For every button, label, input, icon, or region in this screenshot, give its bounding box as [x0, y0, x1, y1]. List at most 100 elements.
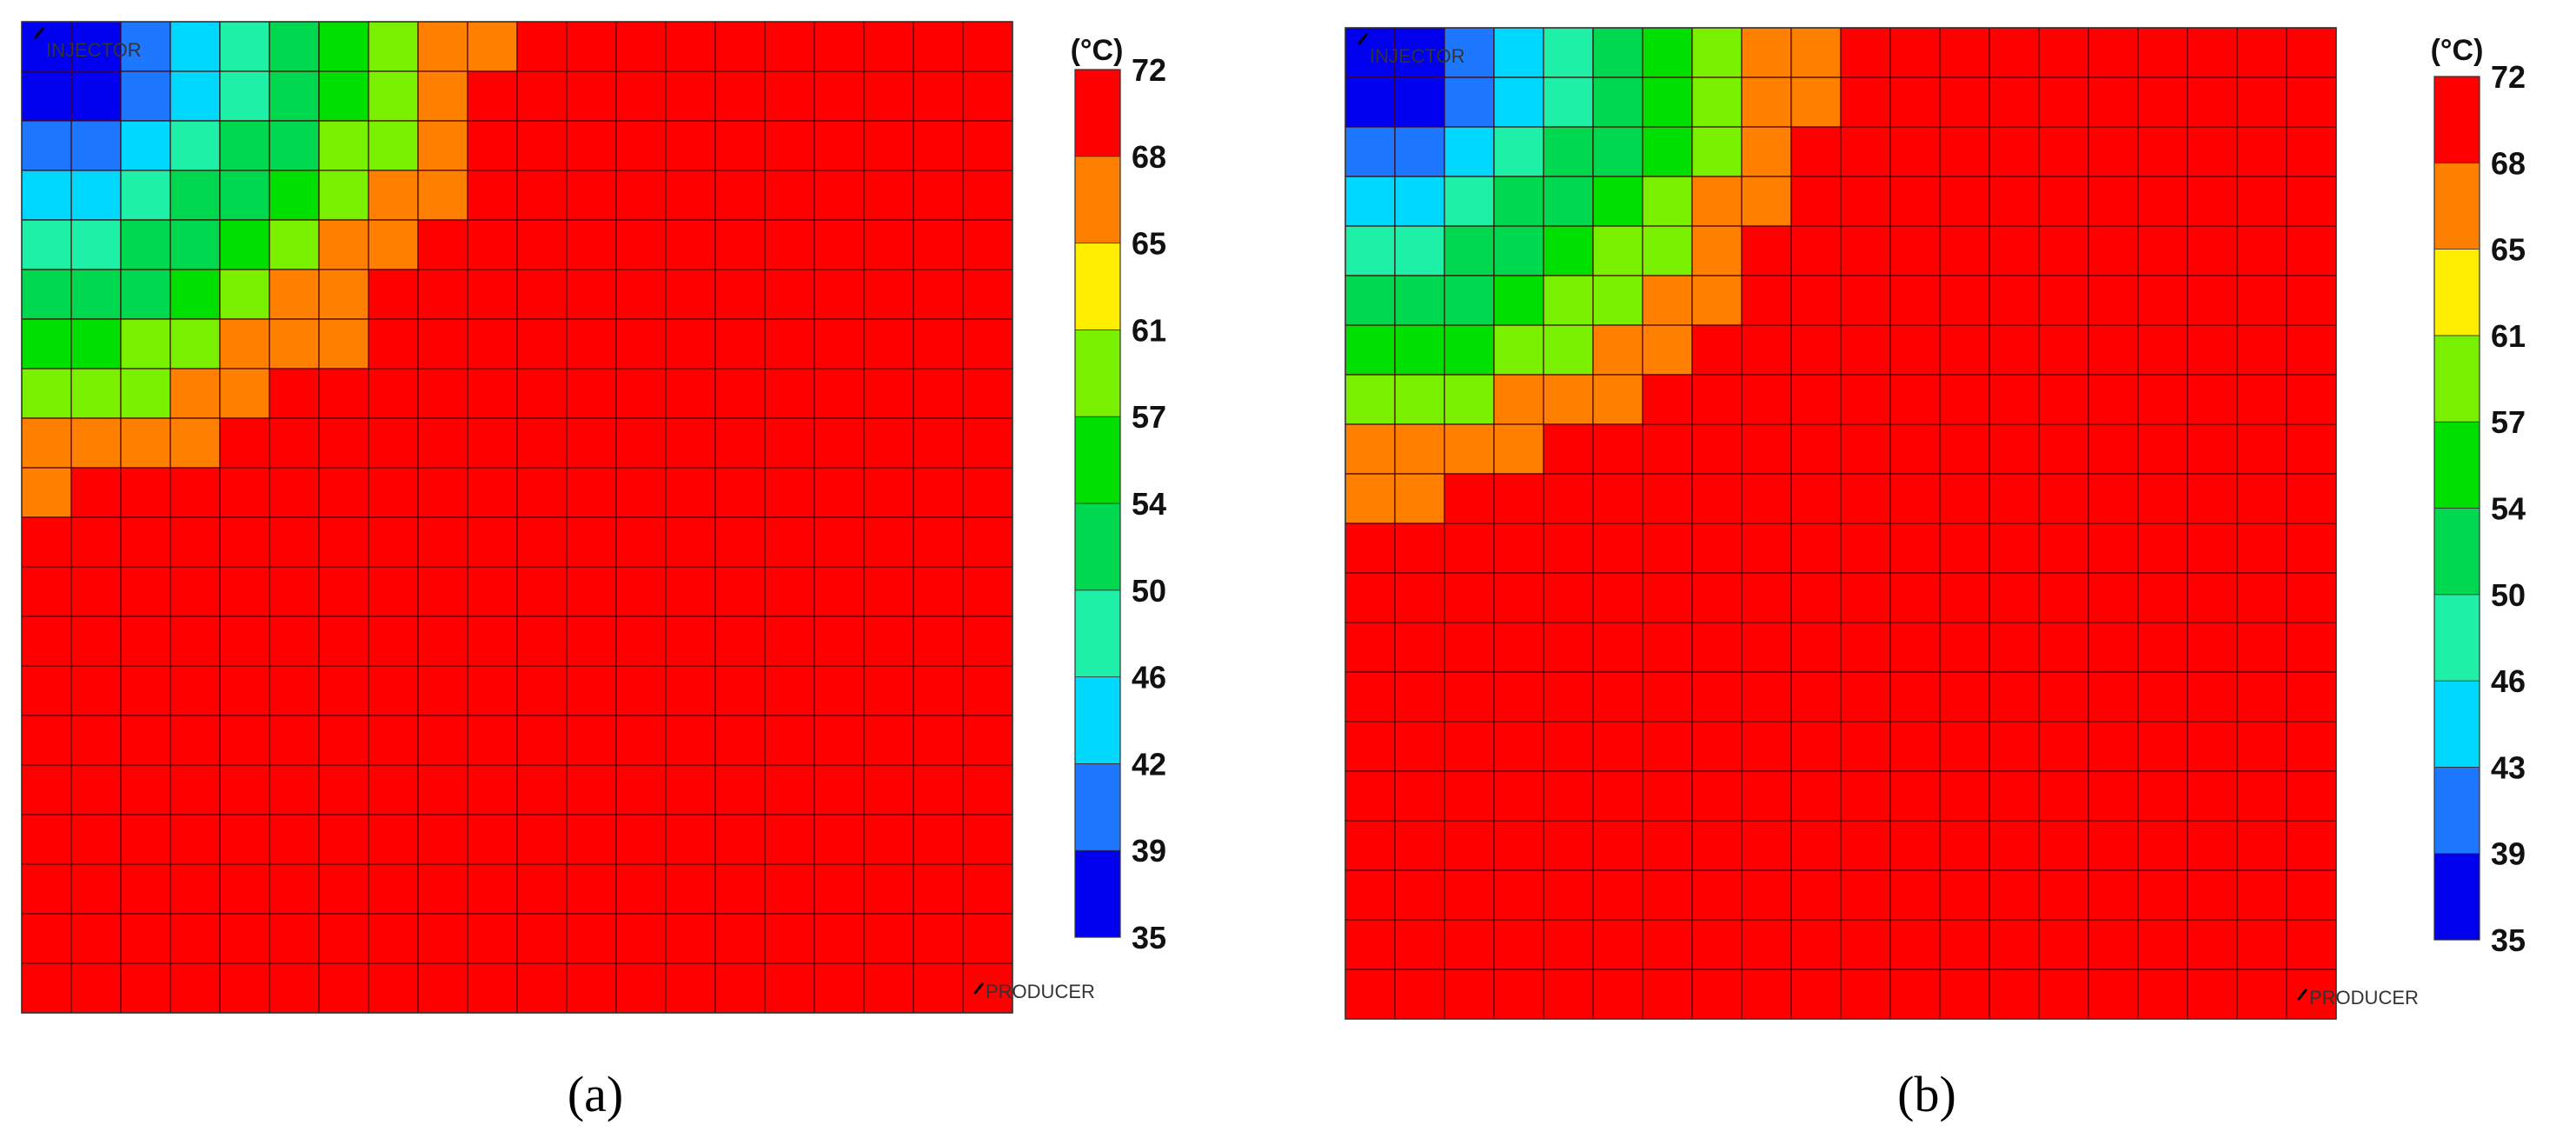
heatmap-cell: [813, 516, 865, 568]
heatmap-cell: [368, 318, 419, 369]
heatmap-cell: [1939, 176, 1990, 227]
heatmap-cell: [813, 764, 865, 815]
heatmap-cell: [467, 21, 518, 72]
heatmap-cell: [318, 417, 369, 469]
heatmap-cell: [665, 368, 716, 419]
heatmap-cell: [417, 70, 468, 122]
heatmap-cell: [1741, 969, 1792, 1020]
heatmap-cell: [1344, 324, 1396, 376]
heatmap-cell: [1939, 919, 1990, 970]
heatmap-cell: [2236, 27, 2287, 78]
heatmap-cell: [1840, 225, 1891, 276]
heatmap-cell: [1444, 721, 1495, 772]
heatmap-cell: [318, 219, 369, 270]
heatmap-cell: [2088, 27, 2139, 78]
heatmap-cell: [1493, 523, 1544, 574]
heatmap-cell: [318, 70, 369, 122]
heatmap-cell: [764, 170, 815, 221]
heatmap-cell: [615, 21, 667, 72]
heatmap-cell: [1543, 176, 1594, 227]
heatmap-cell: [665, 616, 716, 667]
heatmap-cell: [269, 318, 320, 369]
heatmap-cell: [1543, 275, 1594, 326]
heatmap-cell: [368, 368, 419, 419]
heatmap-cell: [269, 170, 320, 221]
heatmap-cell: [665, 21, 716, 72]
heatmap-cell: [962, 318, 1013, 369]
heatmap-cell: [2236, 225, 2287, 276]
heatmap-cell: [566, 913, 617, 964]
heatmap-cell: [1691, 572, 1743, 623]
heatmap-cell: [269, 715, 320, 766]
heatmap-cell: [665, 566, 716, 617]
heatmap-cell: [269, 269, 320, 320]
heatmap-cell: [2187, 324, 2238, 376]
heatmap-cell: [1691, 969, 1743, 1020]
colorbar-tick-label: 50: [1132, 573, 1166, 609]
heatmap-cell: [1344, 523, 1396, 574]
heatmap-cell: [2038, 324, 2089, 376]
heatmap-cell: [2187, 126, 2238, 177]
heatmap-cell: [1691, 176, 1743, 227]
colorbar-tick-label: 61: [2491, 318, 2526, 354]
heatmap-cell: [269, 21, 320, 72]
heatmap-cell: [962, 21, 1013, 72]
heatmap-cell: [269, 665, 320, 716]
heatmap-cell: [863, 665, 914, 716]
heatmap-cell: [913, 120, 964, 171]
heatmap-cell: [70, 318, 122, 369]
heatmap-cell: [1988, 622, 2040, 673]
heatmap-cell: [1790, 225, 1842, 276]
heatmap-cell: [70, 21, 122, 72]
heatmap-cell: [2236, 473, 2287, 524]
heatmap-cell: [1790, 572, 1842, 623]
heatmap-cell: [2038, 423, 2089, 475]
heatmap-cell: [467, 764, 518, 815]
heatmap-cell: [1394, 869, 1445, 921]
heatmap-cell: [467, 70, 518, 122]
heatmap-cell: [1592, 869, 1643, 921]
heatmap-cell: [2088, 671, 2139, 722]
heatmap-cell: [2286, 176, 2337, 227]
heatmap-cell: [169, 764, 221, 815]
heatmap-cell: [368, 219, 419, 270]
heatmap-cell: [318, 814, 369, 865]
heatmap-cell: [1444, 770, 1495, 822]
heatmap-cell: [1741, 919, 1792, 970]
heatmap-cell: [1988, 225, 2040, 276]
heatmap-cell: [1493, 423, 1544, 475]
heatmap-cell: [1444, 423, 1495, 475]
heatmap-cell: [368, 665, 419, 716]
heatmap-cell: [2286, 869, 2337, 921]
heatmap-cell: [21, 715, 72, 766]
heatmap-cell: [1691, 869, 1743, 921]
heatmap-cell: [1344, 820, 1396, 871]
heatmap-cell: [2286, 77, 2337, 128]
heatmap-cell: [1642, 275, 1693, 326]
heatmap-cell: [1988, 671, 2040, 722]
well-label: PRODUCER: [986, 981, 1095, 1002]
heatmap-cell: [1939, 77, 1990, 128]
heatmap-cell: [21, 566, 72, 617]
heatmap-cell: [2286, 770, 2337, 822]
heatmap-cell: [417, 913, 468, 964]
heatmap-cell: [813, 70, 865, 122]
heatmap-cell: [1790, 820, 1842, 871]
heatmap-cell: [764, 516, 815, 568]
heatmap-cell: [1493, 324, 1544, 376]
colorbar-ticks-b: 35 39 43 46 50 54 57 61 65 68 72: [2491, 59, 2526, 958]
heatmap-cell: [813, 814, 865, 865]
heatmap-cell: [21, 913, 72, 964]
heatmap-cell: [1444, 969, 1495, 1020]
heatmap-cell: [615, 962, 667, 1014]
heatmap-cell: [665, 70, 716, 122]
heatmap-cell: [1543, 27, 1594, 78]
colorbar-tick-label: 46: [1132, 660, 1166, 696]
heatmap-cell: [2187, 176, 2238, 227]
heatmap-cell: [2038, 572, 2089, 623]
heatmap-cell: [615, 467, 667, 518]
heatmap-cell: [467, 368, 518, 419]
heatmap-cell: [269, 120, 320, 171]
heatmap-cell: [863, 616, 914, 667]
heatmap-cell: [516, 665, 568, 716]
